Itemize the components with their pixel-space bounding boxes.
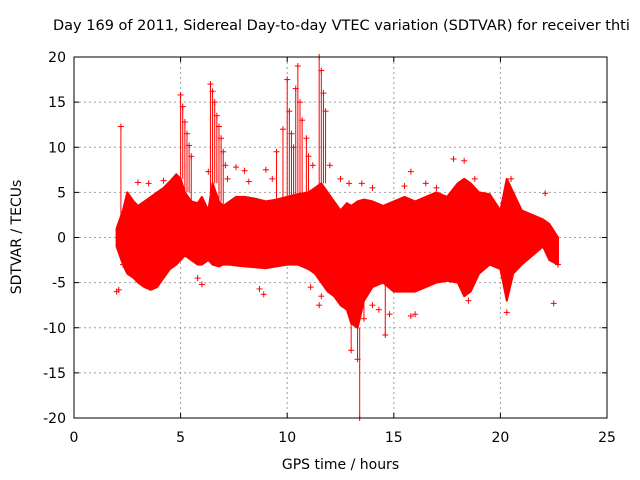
data-point [465,297,472,304]
y-tick-label: -5 [52,276,66,292]
data-point [322,108,329,115]
data-point [375,306,382,313]
chart-title: Day 169 of 2011, Sidereal Day-to-day VTE… [53,18,630,34]
data-point [303,135,310,142]
data-point [224,175,231,182]
data-point [346,180,353,187]
data-point [407,313,414,320]
data-point [186,142,193,149]
data-point [309,162,316,169]
data-point [401,183,408,190]
data-point [220,148,227,155]
data-point [369,302,376,309]
y-tick-label: 10 [48,140,66,156]
data-point [188,153,195,160]
data-point [318,293,325,300]
data-point [450,155,457,162]
x-tick-label: 0 [70,430,79,446]
data-point [260,291,267,298]
data-point [360,315,367,322]
data-point [198,281,205,288]
data-point [318,67,325,74]
data-point [503,309,510,316]
data-point [241,167,248,174]
data-point [422,180,429,187]
data-point [120,261,127,268]
y-axis-label: SDTVAR / TECUs [9,179,25,295]
x-tick-label: 5 [176,430,185,446]
data-point [145,180,152,187]
x-tick-label: 15 [385,430,403,446]
data-point [233,164,240,171]
x-axis-label: GPS time / hours [281,457,400,473]
data-point [256,285,263,292]
data-point [262,166,269,173]
data-point [213,112,220,119]
y-tick-label: -20 [43,411,66,427]
y-tick-label: -10 [43,321,66,337]
data-point [269,175,276,182]
data-point [286,108,293,115]
data-point [307,284,314,291]
y-tick-label: 20 [48,50,66,66]
data-point [218,135,225,142]
data-point [294,63,301,70]
data-point [358,180,365,187]
data-point [194,275,201,282]
data-point [412,311,419,318]
data-point [134,179,141,186]
y-tick-label: -15 [43,366,66,382]
data-point [207,81,214,88]
data-point [211,99,218,106]
data-point [554,261,561,268]
data-point [288,130,295,137]
data-point [181,118,188,125]
data-point [290,144,297,151]
data-point [461,157,468,164]
data-point [222,162,229,169]
x-tick-label: 25 [598,430,616,446]
data-point [326,162,333,169]
data-point [205,168,212,175]
data-point [354,356,361,363]
data-point [471,175,478,182]
data-point [508,175,515,182]
data-point [305,153,312,160]
y-tick-label: 0 [57,231,66,247]
data-point [215,123,222,130]
data-point [160,177,167,184]
data-point [299,117,306,124]
data-point [177,91,184,98]
data-point [183,130,190,137]
data-point [115,286,122,293]
data-point [117,123,124,130]
data-point [369,184,376,191]
x-tick-label: 10 [278,430,296,446]
axis-ticks: 0 5 10 15 20 25 -20 -15 -10 -5 0 5 10 15 20 [43,50,616,446]
x-tick-label: 20 [491,430,509,446]
data-point [550,300,557,307]
data-point [320,90,327,97]
data-point [209,88,216,95]
data-point [179,103,186,110]
data-point [284,76,291,83]
data-point [279,126,286,133]
data-point [273,148,280,155]
y-tick-label: 15 [48,95,66,111]
data-point [245,178,252,185]
data-point [407,168,414,175]
data-point [542,190,549,197]
data-points [113,54,561,421]
data-point [316,302,323,309]
data-point [296,99,303,106]
data-point [337,175,344,182]
y-tick-label: 5 [57,185,66,201]
data-point [433,184,440,191]
data-point [348,347,355,354]
data-point [382,331,389,338]
data-point [386,311,393,318]
data-point [292,85,299,92]
